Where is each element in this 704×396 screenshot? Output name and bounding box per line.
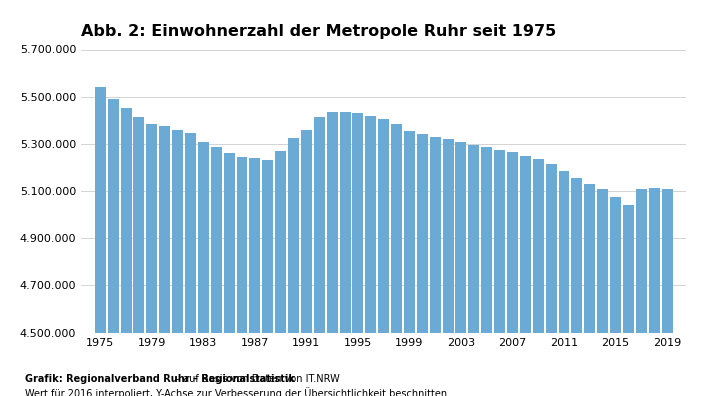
Bar bbox=[443, 139, 453, 333]
Bar bbox=[365, 116, 376, 333]
Bar bbox=[237, 157, 247, 333]
Bar bbox=[95, 87, 106, 333]
Bar bbox=[210, 147, 222, 333]
Bar bbox=[263, 160, 273, 333]
Bar bbox=[520, 156, 531, 333]
Bar bbox=[610, 197, 621, 333]
Bar bbox=[288, 138, 299, 333]
Bar bbox=[429, 137, 441, 333]
Bar bbox=[391, 124, 402, 333]
Bar bbox=[494, 150, 505, 333]
Bar bbox=[327, 112, 338, 333]
Bar bbox=[224, 153, 234, 333]
Text: Abb. 2: Einwohnerzahl der Metropole Ruhr seit 1975: Abb. 2: Einwohnerzahl der Metropole Ruhr… bbox=[81, 24, 556, 39]
Bar bbox=[597, 189, 608, 333]
Bar bbox=[623, 205, 634, 333]
Bar bbox=[108, 99, 119, 333]
Bar bbox=[482, 147, 492, 333]
Text: Wert für 2016 interpoliert, Y-Achse zur Verbesserung der Übersichtlichkeit besch: Wert für 2016 interpoliert, Y-Achse zur … bbox=[25, 387, 447, 396]
Bar bbox=[572, 178, 582, 333]
Bar bbox=[507, 152, 518, 333]
Bar bbox=[455, 141, 467, 333]
Bar bbox=[533, 159, 543, 333]
Bar bbox=[584, 184, 596, 333]
Bar bbox=[249, 158, 260, 333]
Bar bbox=[353, 113, 363, 333]
Bar bbox=[636, 189, 647, 333]
Bar bbox=[468, 145, 479, 333]
Bar bbox=[546, 164, 557, 333]
Bar bbox=[159, 126, 170, 333]
Bar bbox=[198, 141, 209, 333]
Bar bbox=[172, 130, 183, 333]
Bar bbox=[275, 151, 286, 333]
Bar bbox=[662, 189, 672, 333]
Text: Grafik: Regionalverband Ruhr – Regionalstatistik: Grafik: Regionalverband Ruhr – Regionals… bbox=[25, 374, 295, 384]
Bar bbox=[648, 188, 660, 333]
Bar bbox=[417, 134, 428, 333]
Bar bbox=[314, 117, 325, 333]
Bar bbox=[146, 124, 157, 333]
Bar bbox=[404, 131, 415, 333]
Bar bbox=[301, 130, 312, 333]
Bar bbox=[378, 119, 389, 333]
Bar bbox=[120, 109, 132, 333]
Bar bbox=[339, 112, 351, 333]
Bar bbox=[558, 171, 570, 333]
Bar bbox=[134, 117, 144, 333]
Text: – auf Basis von Daten von IT.NRW: – auf Basis von Daten von IT.NRW bbox=[172, 374, 339, 384]
Bar bbox=[185, 133, 196, 333]
